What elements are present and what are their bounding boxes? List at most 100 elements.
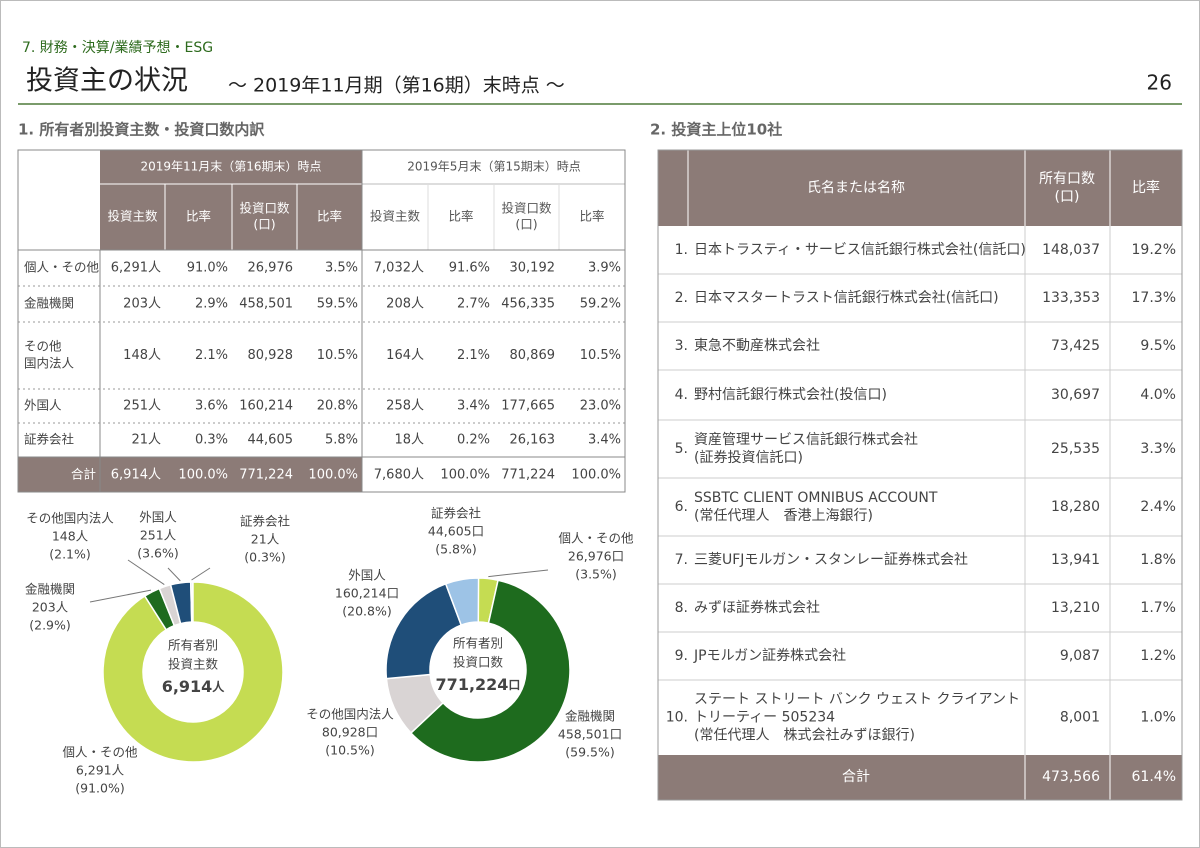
ratio: 1.0% [1140, 710, 1176, 726]
cell: 80,928 [248, 348, 294, 363]
ratio: 2.4% [1140, 499, 1176, 515]
leader-line [127, 559, 165, 586]
segment-name: 個人・その他 [558, 531, 634, 546]
cell: 2.1% [195, 348, 228, 363]
total-cell: 100.0% [308, 468, 358, 483]
segment-count: 80,928口 [322, 725, 378, 740]
cell: 2.1% [457, 348, 490, 363]
rank: 8. [675, 600, 688, 616]
cell: 59.2% [580, 297, 621, 312]
units: 8,001 [1060, 710, 1100, 726]
total-cell: 6,914人 [111, 468, 161, 483]
rank: 2. [675, 290, 688, 306]
cell: 6,291人 [111, 261, 161, 276]
holder-name: (常任代理人 株式会社みずほ銀行) [694, 728, 915, 744]
units: 73,425 [1051, 338, 1100, 354]
segment-count: 21人 [251, 532, 280, 547]
cell: 7,032人 [374, 261, 424, 276]
ratio: 4.0% [1140, 387, 1176, 403]
segment-name: 証券会社 [431, 506, 481, 521]
column-header: 投資口数 [239, 201, 290, 216]
cell: 2.7% [457, 297, 490, 312]
column-header: 比率 [579, 209, 604, 224]
donut-segment [444, 577, 480, 627]
total-units: 473,566 [1042, 769, 1100, 785]
cell: 30,192 [510, 261, 556, 276]
segment-name: 個人・その他 [62, 745, 138, 760]
holder-name: SSBTC CLIENT OMNIBUS ACCOUNT [694, 490, 938, 506]
segment-name: 証券会社 [240, 514, 290, 529]
segment-name: 外国人 [139, 510, 177, 525]
rank: 9. [675, 648, 688, 664]
units: 30,697 [1051, 387, 1100, 403]
ratio: 19.2% [1132, 242, 1176, 258]
center-total: 6,914人 [162, 677, 226, 696]
segment-percent: (59.5%) [565, 745, 614, 760]
cell: 18人 [394, 433, 424, 448]
cell: 177,665 [501, 399, 555, 414]
cell: 20.8% [317, 399, 358, 414]
rank: 3. [675, 338, 688, 354]
holder-name: 日本トラスティ・サービス信託銀行株式会社(信託口) [694, 242, 1026, 258]
holder-name: 東急不動産株式会社 [694, 338, 820, 354]
center-label: 投資主数 [168, 657, 219, 672]
center-total-unit: 口 [508, 678, 520, 692]
ratio: 17.3% [1132, 290, 1176, 306]
column-header: 投資主数 [107, 209, 158, 224]
column-header: 比率 [448, 209, 473, 224]
segment-count: 251人 [140, 528, 177, 543]
table-total-bg [658, 755, 1182, 800]
cell: 23.0% [580, 399, 621, 414]
total-label: 合計 [71, 467, 96, 482]
total-ratio: 61.4% [1132, 769, 1176, 785]
section-heading: 1. 所有者別投資主数・投資口数内訳 [18, 121, 265, 139]
center-label: 所有者別 [168, 638, 218, 653]
rank: 1. [675, 242, 688, 258]
column-header: (口) [515, 217, 537, 232]
cell: 26,163 [510, 433, 556, 448]
segment-name: 金融機関 [25, 582, 75, 597]
column-header: (口) [253, 217, 275, 232]
section-heading: 2. 投資主上位10社 [650, 121, 782, 139]
table-header-bg [658, 150, 1182, 226]
donut-segment [189, 581, 194, 623]
cell: 160,214 [239, 399, 293, 414]
cell: 3.9% [588, 261, 621, 276]
units: 13,210 [1051, 600, 1100, 616]
segment-count: 458,501口 [558, 727, 622, 742]
segment-percent: (3.6%) [137, 546, 179, 561]
ratio: 3.3% [1140, 441, 1176, 457]
segment-percent: (2.1%) [49, 547, 91, 562]
segment-count: 6,291人 [76, 763, 125, 778]
column-header: 投資口数 [501, 201, 552, 216]
cell: 164人 [386, 348, 424, 363]
center-total: 771,224口 [436, 675, 521, 694]
row-label: 外国人 [24, 398, 62, 413]
holder-name: 野村信託銀行株式会社(投信口) [694, 387, 887, 403]
segment-name: その他国内法人 [306, 707, 394, 722]
column-header: 比率 [186, 209, 211, 224]
segment-percent: (3.5%) [575, 567, 617, 582]
holder-name: 三菱UFJモルガン・スタンレー証券株式会社 [694, 552, 968, 568]
cell: 10.5% [580, 348, 621, 363]
cell: 148人 [123, 348, 161, 363]
cell: 251人 [123, 399, 161, 414]
ratio: 1.8% [1140, 552, 1176, 568]
table-header-bg [100, 150, 362, 250]
leader-line [167, 567, 181, 582]
cell: 0.3% [195, 433, 228, 448]
segment-percent: (91.0%) [75, 781, 124, 796]
donut-segment [385, 582, 463, 680]
cell: 0.2% [457, 433, 490, 448]
holder-name: 日本マスタートラスト信託銀行株式会社(信託口) [694, 290, 999, 306]
units: 148,037 [1042, 242, 1100, 258]
rank: 4. [675, 387, 688, 403]
row-label: その他 [24, 339, 62, 354]
cell: 80,869 [510, 348, 556, 363]
column-header: 比率 [1132, 179, 1160, 196]
units: 25,535 [1051, 441, 1100, 457]
cell: 456,335 [501, 297, 555, 312]
cell: 203人 [123, 297, 161, 312]
units: 9,087 [1060, 648, 1100, 664]
segment-percent: (20.8%) [342, 604, 391, 619]
